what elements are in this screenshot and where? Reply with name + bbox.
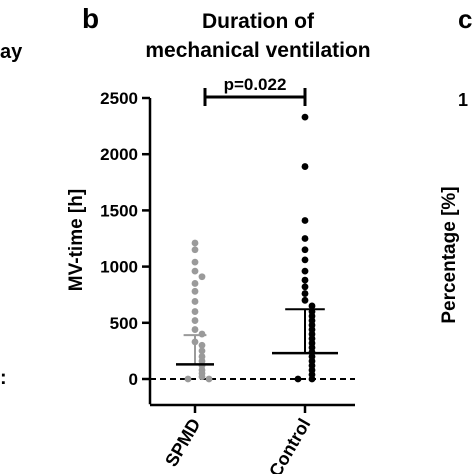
data-point [198, 373, 206, 381]
data-point [301, 290, 309, 297]
data-point [308, 302, 316, 310]
data-point [198, 273, 206, 281]
data-point [198, 330, 206, 338]
annotation: p=0.022 [224, 75, 287, 94]
fragment-tick: 1 [458, 90, 468, 110]
data-point [191, 317, 199, 324]
x-tick-label: Control [265, 415, 314, 474]
y-tick-label: 2500 [100, 89, 138, 108]
data-point [301, 296, 309, 304]
data-point [301, 113, 309, 121]
y-tick-label: 0 [129, 370, 138, 389]
fragment-axis-label: Percentage [%] [439, 186, 460, 323]
significance-bracket [203, 88, 307, 106]
chart-title: mechanical ventilation [145, 39, 370, 62]
y-tick-label: 2000 [100, 145, 138, 164]
data-point [301, 283, 309, 291]
y-tick-label: 1500 [100, 201, 138, 220]
data-point [191, 287, 199, 295]
data-point [191, 280, 199, 287]
data-point [301, 217, 309, 224]
chart-title: Duration of [202, 10, 315, 33]
y-tick-label: 1000 [100, 258, 138, 277]
data-point [198, 347, 206, 355]
data-point [301, 276, 309, 284]
y-tick-label: 500 [110, 314, 138, 333]
data-point [191, 298, 199, 305]
x-tick-label: SPMD [161, 415, 204, 470]
fragment-left: ay [0, 41, 23, 63]
data-point [198, 341, 206, 349]
data-point [184, 375, 192, 383]
fragment-left: : [0, 367, 7, 389]
data-point [205, 375, 213, 383]
data-point [191, 258, 199, 266]
data-point [301, 235, 309, 242]
fragment-panel-label: c [458, 4, 472, 34]
data-point [191, 326, 199, 333]
data-point [301, 256, 309, 264]
panel-label: b [82, 3, 99, 34]
data-point [294, 375, 302, 383]
data-point [191, 267, 199, 275]
data-point [301, 267, 309, 275]
data-point [191, 246, 199, 254]
data-point [191, 239, 199, 247]
data-point [301, 163, 309, 170]
data-point [191, 308, 199, 315]
data-point [308, 375, 316, 383]
y-axis-label: MV-time [h] [66, 189, 87, 291]
data-point [301, 246, 309, 254]
